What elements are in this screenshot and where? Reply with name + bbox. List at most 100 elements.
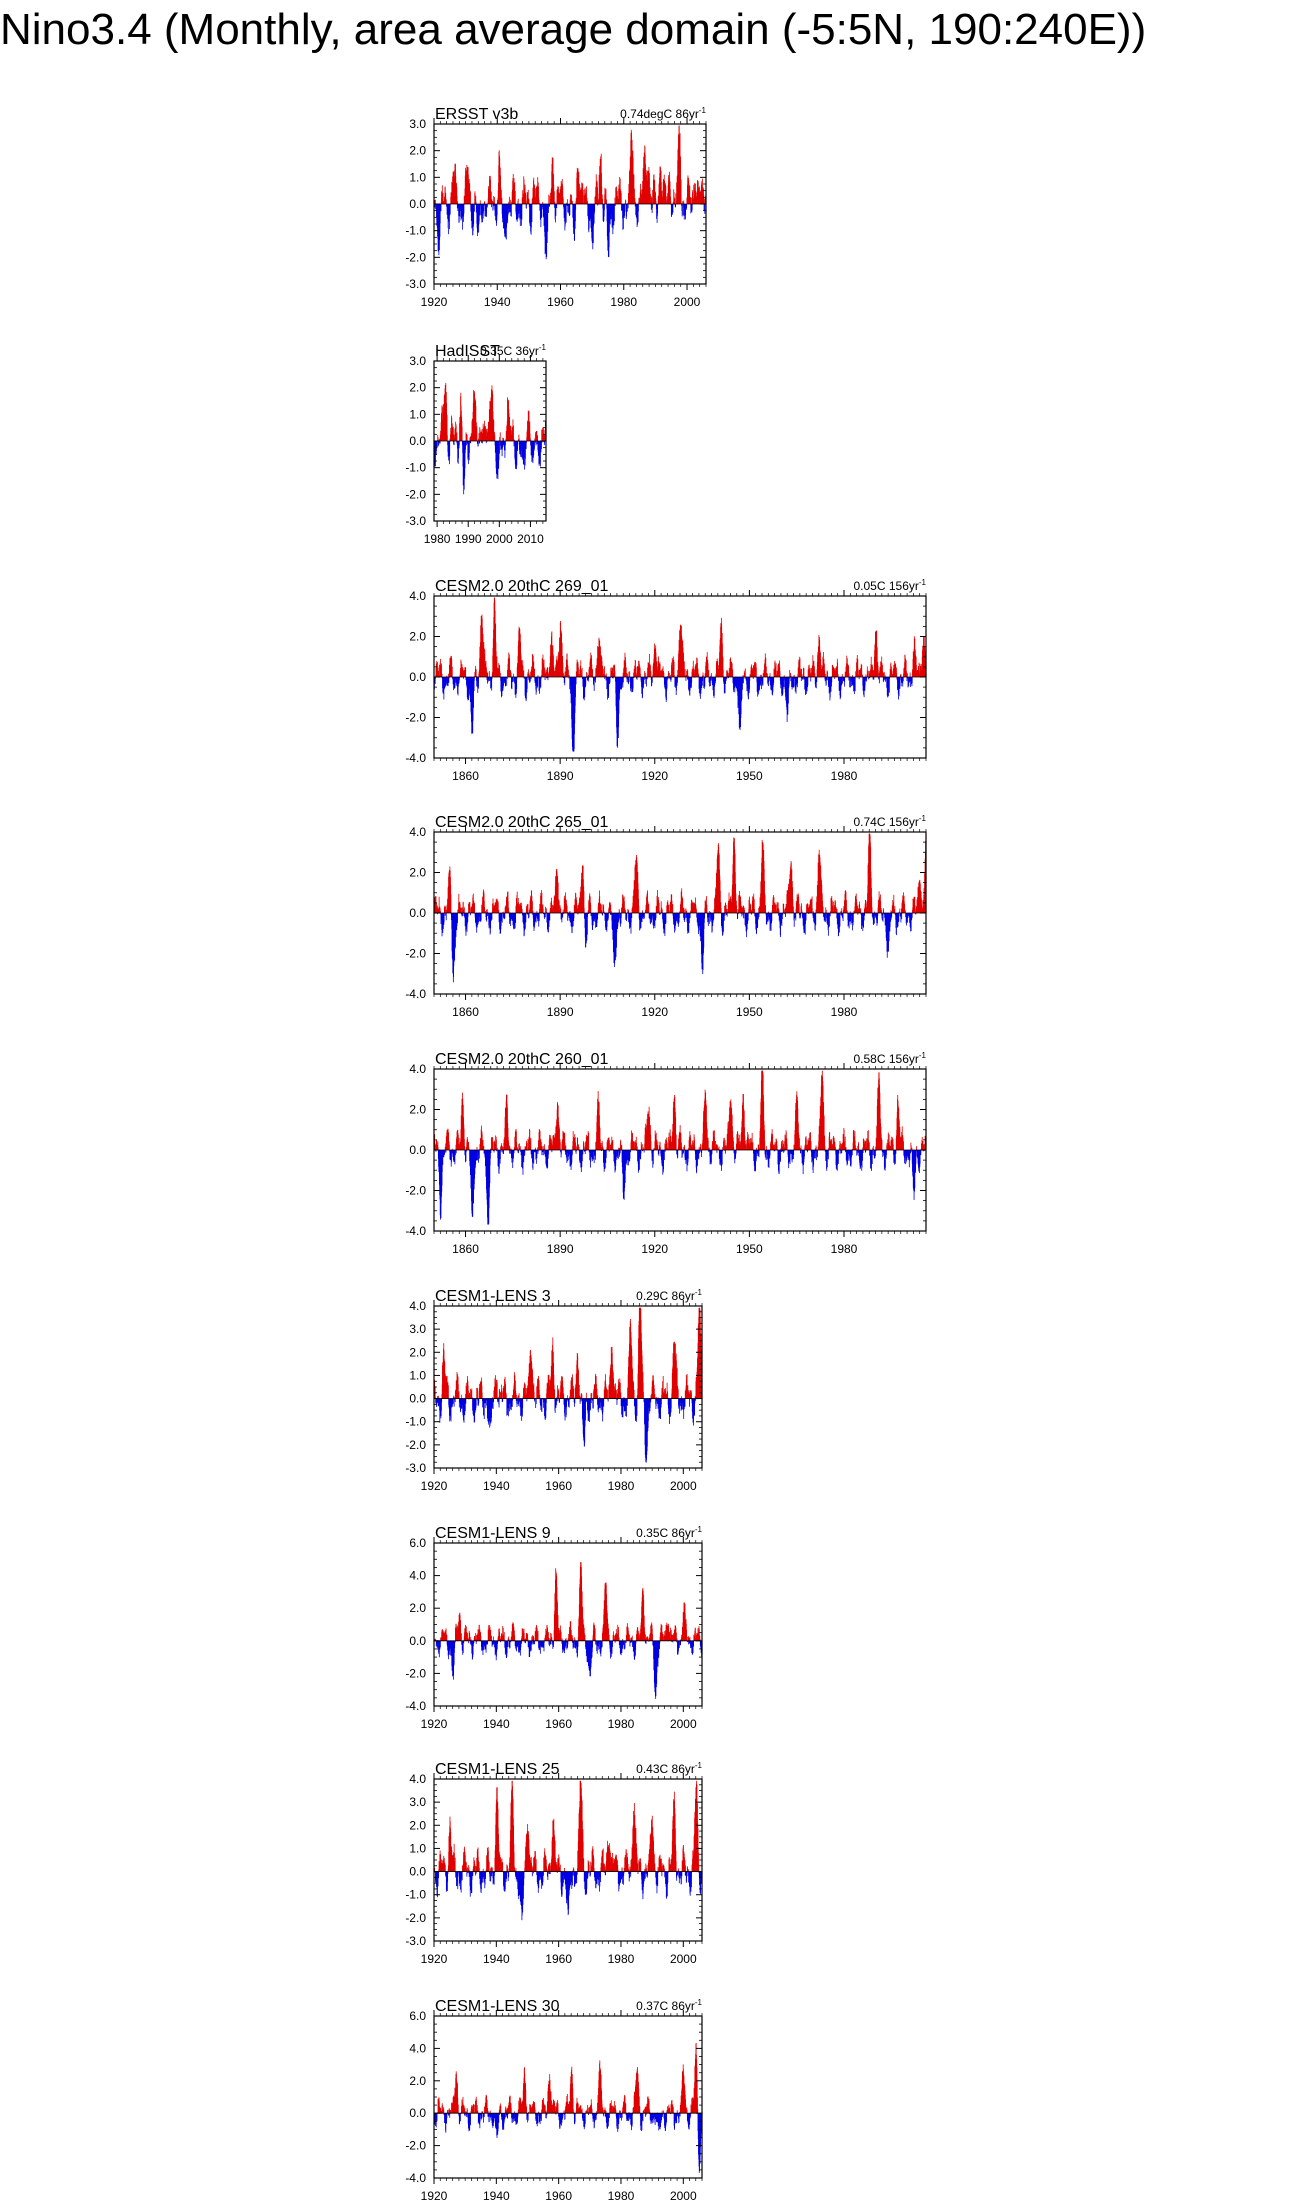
negative-bar xyxy=(462,913,464,916)
positive-bar xyxy=(532,910,534,913)
negative-bar xyxy=(434,677,436,683)
positive-bar xyxy=(857,670,859,677)
negative-bar xyxy=(434,204,436,208)
positive-bar xyxy=(537,675,539,677)
negative-bar xyxy=(868,677,870,678)
positive-bar xyxy=(444,196,445,204)
negative-bar xyxy=(862,677,864,691)
negative-bar xyxy=(735,677,737,686)
positive-bar xyxy=(503,438,505,441)
chart-panel-3: CESM2.0 20thC 269_01 0.05C 156yr-1 4.0 2.0 0… xyxy=(405,578,927,783)
positive-bar xyxy=(661,669,663,677)
y-tick-label: 2.0 xyxy=(409,630,426,644)
negative-bar xyxy=(504,441,505,451)
negative-bar xyxy=(490,677,492,689)
negative-bar xyxy=(665,913,667,924)
positive-bar xyxy=(669,189,671,204)
positive-bar xyxy=(575,893,577,913)
positive-bar xyxy=(799,668,801,677)
positive-bar xyxy=(713,909,715,913)
negative-bar xyxy=(704,913,705,919)
positive-bar xyxy=(521,909,523,913)
positive-bar xyxy=(541,893,543,913)
positive-bar xyxy=(591,668,593,677)
negative-bar xyxy=(909,677,911,679)
positive-bar xyxy=(672,201,674,204)
negative-bar xyxy=(769,677,771,681)
positive-bar xyxy=(645,675,647,677)
positive-bar xyxy=(510,425,512,441)
negative-bar xyxy=(767,677,769,685)
positive-bar xyxy=(878,672,880,677)
positive-bar xyxy=(688,186,690,204)
negative-bar xyxy=(453,677,455,689)
negative-bar xyxy=(569,913,571,918)
negative-bar xyxy=(590,913,592,917)
negative-bar xyxy=(851,677,852,687)
positive-bar xyxy=(766,673,768,677)
positive-bar xyxy=(521,902,523,913)
negative-bar xyxy=(486,204,487,217)
positive-bar xyxy=(679,911,681,913)
negative-bar xyxy=(676,677,678,686)
x-axis: 1920 1940 1960 1980 2000 xyxy=(421,118,707,309)
positive-bar xyxy=(604,666,605,677)
positive-bar xyxy=(636,674,638,677)
negative-bar xyxy=(491,204,492,208)
positive-bar xyxy=(720,902,722,913)
negative-bar xyxy=(691,677,693,683)
positive-bar xyxy=(685,910,687,913)
positive-bar xyxy=(469,183,471,204)
negative-bar xyxy=(889,677,891,679)
positive-bar xyxy=(633,668,635,677)
y-tick-label: 1.0 xyxy=(409,170,426,184)
positive-bar xyxy=(508,907,509,913)
positive-bar xyxy=(475,665,477,677)
x-tick-label: 1990 xyxy=(455,532,482,546)
negative-bar xyxy=(537,913,539,922)
negative-bar xyxy=(908,677,910,687)
positive-bar xyxy=(848,665,850,677)
positive-bar xyxy=(586,186,587,204)
positive-bar xyxy=(702,675,704,677)
negative-bar xyxy=(708,913,710,924)
positive-bar xyxy=(475,195,477,204)
positive-bar xyxy=(495,899,497,913)
positive-bar xyxy=(475,405,477,441)
positive-bar xyxy=(751,670,753,677)
positive-bar xyxy=(560,181,562,204)
negative-bar xyxy=(457,204,459,212)
negative-bar xyxy=(530,441,531,446)
negative-bar xyxy=(675,204,676,208)
positive-bar xyxy=(602,906,604,913)
negative-bar xyxy=(585,677,587,686)
positive-bar xyxy=(582,189,584,204)
positive-bar xyxy=(650,671,652,677)
positive-bar xyxy=(541,429,543,441)
positive-bar xyxy=(736,905,738,913)
negative-bar xyxy=(507,204,509,216)
positive-bar xyxy=(633,672,635,677)
positive-bar xyxy=(909,672,911,677)
positive-bar xyxy=(866,666,868,677)
positive-bar xyxy=(635,667,637,677)
positive-bar xyxy=(531,198,533,204)
positive-bar xyxy=(543,659,545,677)
negative-bar xyxy=(528,677,530,682)
positive-bar xyxy=(783,675,785,677)
positive-bar xyxy=(683,661,685,677)
positive-bar xyxy=(793,674,795,677)
negative-bar xyxy=(674,677,676,687)
positive-bar xyxy=(760,674,762,677)
positive-bar xyxy=(491,199,493,204)
positive-bar xyxy=(538,200,540,204)
positive-bar xyxy=(522,665,524,677)
positive-bar xyxy=(547,667,549,677)
negative-bar xyxy=(469,441,471,444)
negative-bar xyxy=(486,913,488,922)
negative-bar xyxy=(453,441,454,445)
positive-bar xyxy=(657,890,658,913)
negative-bar xyxy=(906,677,908,682)
positive-bar xyxy=(437,662,438,677)
positive-bar xyxy=(686,668,688,677)
